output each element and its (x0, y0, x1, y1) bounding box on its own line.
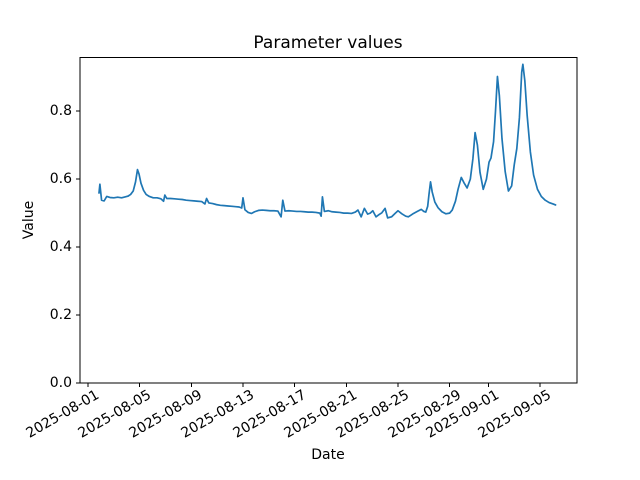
chart-title: Parameter values (253, 33, 403, 53)
x-axis-label: Date (311, 447, 345, 463)
y-tick-label: 0.6 (49, 171, 72, 188)
y-tick-label: 0.4 (49, 239, 72, 256)
y-tick-label: 0.0 (49, 375, 72, 391)
y-axis-label: Value (21, 200, 37, 240)
plot-border (79, 57, 578, 384)
y-tick-label: 0.2 (49, 307, 72, 324)
data-series-line (98, 63, 557, 219)
y-tick-label: 0.8 (49, 103, 72, 120)
